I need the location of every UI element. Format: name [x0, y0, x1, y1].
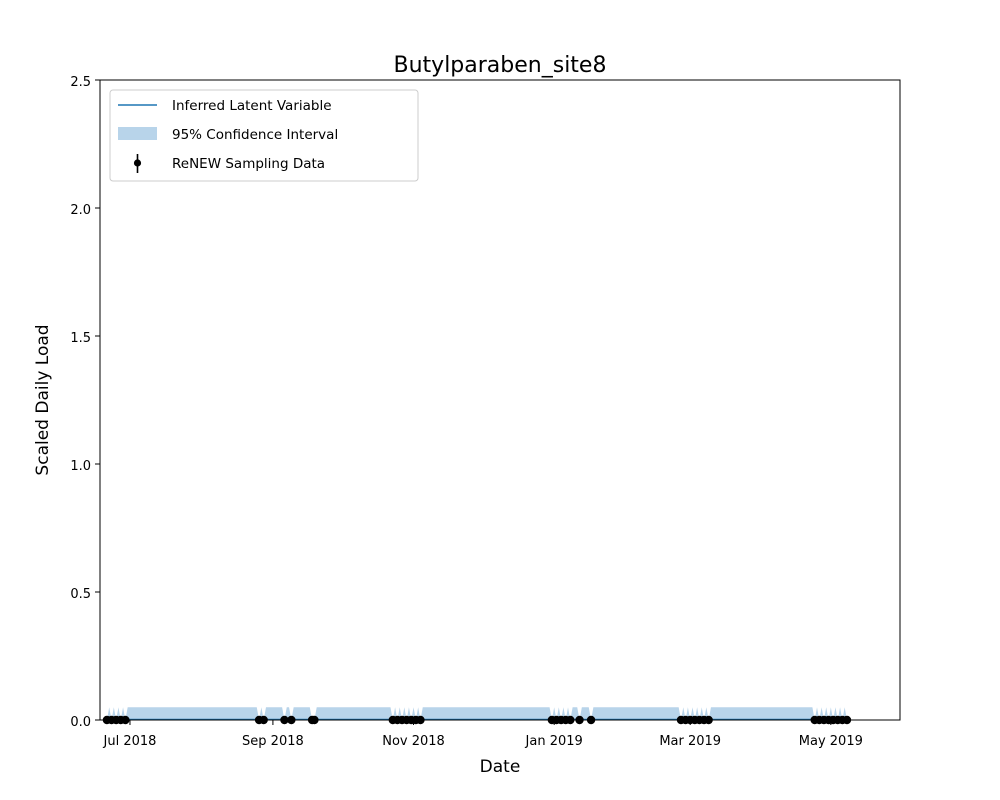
plot-frame — [99, 79, 901, 721]
y-tick-label: 2.5 — [70, 75, 91, 90]
legend: Inferred Latent Variable 95% Confidence … — [109, 89, 419, 182]
y-axis: 0.0 0.5 1.0 1.5 2.0 2.5 — [70, 75, 100, 730]
legend-entry-latent: Inferred Latent Variable — [172, 98, 332, 114]
y-tick-label: 1.0 — [70, 459, 91, 474]
y-tick-label: 1.5 — [70, 331, 91, 346]
x-tick-label: Jan 2019 — [525, 734, 583, 749]
y-tick-label: 0.0 — [70, 715, 91, 730]
x-axis: Jul 2018 Sep 2018 Nov 2018 Jan 2019 Mar 2019… — [103, 720, 863, 749]
x-tick-label: Mar 2019 — [659, 734, 721, 749]
confidence-interval-band — [106, 707, 847, 720]
x-tick-label: Nov 2018 — [382, 734, 445, 749]
ci-band-area — [106, 707, 847, 720]
chart-title: Butylparaben_site8 — [394, 53, 607, 78]
legend-entry-ci: 95% Confidence Interval — [172, 127, 338, 143]
legend-entry-samples: ReNEW Sampling Data — [172, 156, 325, 172]
y-tick-label: 2.0 — [70, 203, 91, 218]
x-tick-label: Sep 2018 — [242, 734, 304, 749]
legend-box — [109, 89, 419, 182]
x-tick-label: Jul 2018 — [103, 734, 157, 749]
x-tick-label: May 2019 — [799, 734, 863, 749]
legend-point-swatch — [133, 159, 142, 167]
x-axis-label: Date — [480, 757, 521, 777]
y-axis-label: Scaled Daily Load — [33, 324, 53, 475]
legend-ci-swatch — [118, 127, 157, 140]
y-tick-label: 0.5 — [70, 587, 91, 602]
